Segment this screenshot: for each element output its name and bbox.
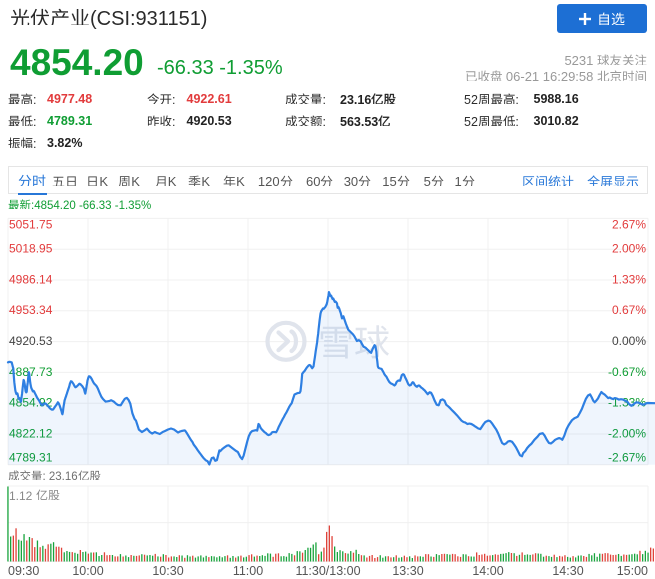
svg-text:2.00%: 2.00%: [612, 242, 646, 256]
svg-text:4887.73: 4887.73: [9, 365, 53, 379]
svg-text:4920.53: 4920.53: [9, 334, 53, 348]
svg-text:2.67%: 2.67%: [612, 218, 646, 232]
svg-text:5018.95: 5018.95: [9, 242, 53, 256]
svg-text:4822.12: 4822.12: [9, 426, 53, 440]
svg-text:4789.31: 4789.31: [9, 451, 53, 465]
svg-text:5051.75: 5051.75: [9, 218, 53, 232]
svg-text:0.00%: 0.00%: [612, 334, 646, 348]
svg-text:4953.34: 4953.34: [9, 303, 53, 317]
svg-text:0.67%: 0.67%: [612, 303, 646, 317]
svg-text:-2.00%: -2.00%: [608, 426, 646, 440]
svg-text:4986.14: 4986.14: [9, 272, 53, 286]
svg-text:1.33%: 1.33%: [612, 272, 646, 286]
svg-text:-0.67%: -0.67%: [608, 365, 646, 379]
svg-text:-2.67%: -2.67%: [608, 451, 646, 465]
